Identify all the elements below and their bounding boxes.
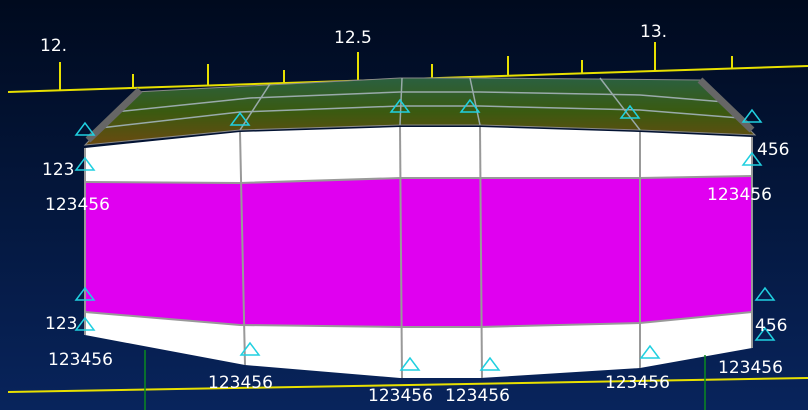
constraint-label: 123456: [208, 373, 273, 393]
constraint-label: 456: [757, 140, 789, 160]
constraint-label: 123: [42, 160, 74, 180]
constraint-label: 123456: [48, 350, 113, 370]
constraint-label: 456: [755, 316, 787, 336]
ruler-label: 12.: [40, 36, 67, 56]
constraint-label: 123: [45, 314, 77, 334]
constraint-label: 123456: [605, 373, 670, 393]
model-viewport: 12. 12.5 13. 123 123456 123 123456 123456 123456…: [0, 0, 808, 410]
constraint-label: 123456: [368, 386, 433, 406]
constraint-label: 123456: [718, 358, 783, 378]
constraint-label: 123456: [707, 185, 772, 205]
ruler-label: 12.5: [334, 28, 372, 48]
constraint-label: 123456: [445, 386, 510, 406]
constraint-label: 123456: [45, 195, 110, 215]
ruler-label: 13.: [640, 22, 667, 42]
wall-panels: [85, 176, 752, 327]
